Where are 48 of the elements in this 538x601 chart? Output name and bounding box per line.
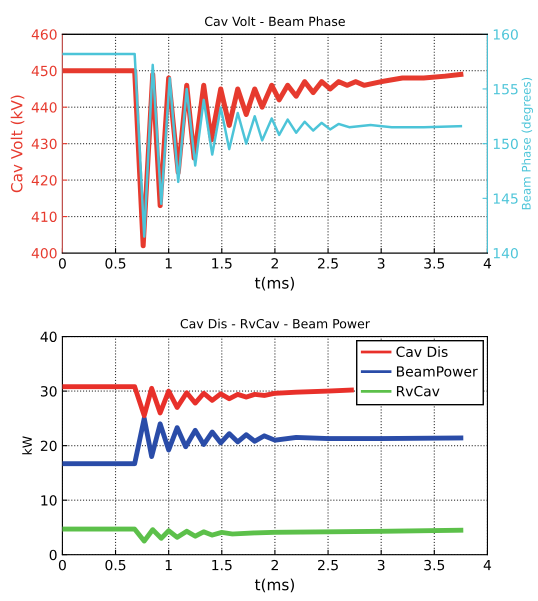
x-tick-label: 2.5 — [318, 560, 338, 570]
y2-tick-label: 150 — [494, 138, 518, 150]
y-tick-label: 460 — [32, 29, 57, 40]
y-tick-label: 430 — [32, 138, 57, 150]
y-tick-label: 400 — [32, 248, 57, 258]
x-tick-label: 1 — [166, 560, 172, 570]
x-tick-label: 0 — [58, 258, 66, 269]
x-tick-label: 3 — [378, 560, 384, 570]
line-series — [62, 384, 354, 418]
y-tick-label: 440 — [32, 102, 57, 113]
x-tick-label: 0.5 — [105, 560, 126, 570]
x-tick-label: 1 — [166, 258, 172, 268]
y-axis-title: kW — [22, 436, 32, 454]
legend-label: Cav Dis — [396, 346, 448, 358]
x-tick-label: 0.5 — [105, 258, 126, 269]
chart-title: Cav Volt - Beam Phase — [205, 16, 345, 26]
y2-tick-label: 145 — [494, 193, 518, 204]
y-tick-label: 0 — [50, 550, 57, 560]
line-series — [62, 416, 464, 466]
y-tick-label: 40 — [40, 332, 57, 342]
y-tick-label: 30 — [40, 386, 57, 397]
y2-tick-label: 155 — [494, 84, 518, 94]
line-series — [62, 526, 464, 544]
y-tick-label: 410 — [32, 212, 57, 222]
x-axis-title: t(ms) — [254, 578, 294, 592]
y-axis-title: Cav Volt (kV) — [10, 96, 24, 192]
x-tick-label: 2 — [272, 560, 278, 570]
x-tick-label: 3.5 — [424, 258, 444, 269]
y-tick-label: 420 — [32, 175, 57, 186]
y-tick-label: 20 — [40, 440, 57, 452]
x-axis-title: t(ms) — [254, 276, 294, 291]
y2-axis-title: Beam Phase (degrees) — [522, 78, 534, 210]
x-tick-label: 2 — [272, 258, 278, 268]
x-tick-label: 4 — [484, 258, 492, 268]
y-tick-label: 450 — [32, 66, 57, 76]
legend-label: BeamPower — [396, 366, 478, 377]
x-tick-label: 1.5 — [212, 560, 232, 570]
x-tick-label: 1.5 — [212, 258, 232, 269]
x-tick-label: 3.5 — [424, 560, 444, 570]
y2-tick-label: 160 — [494, 29, 518, 40]
x-tick-label: 3 — [378, 258, 384, 269]
y2-tick-label: 140 — [494, 248, 518, 258]
x-tick-label: 2.5 — [318, 258, 338, 269]
y-tick-label: 10 — [41, 495, 57, 506]
x-tick-label: 4 — [484, 560, 492, 570]
legend-label: RvCav — [396, 386, 440, 396]
x-tick-label: 0 — [58, 560, 66, 570]
chart-title: Cav Dis - RvCav - Beam Power — [180, 318, 370, 328]
